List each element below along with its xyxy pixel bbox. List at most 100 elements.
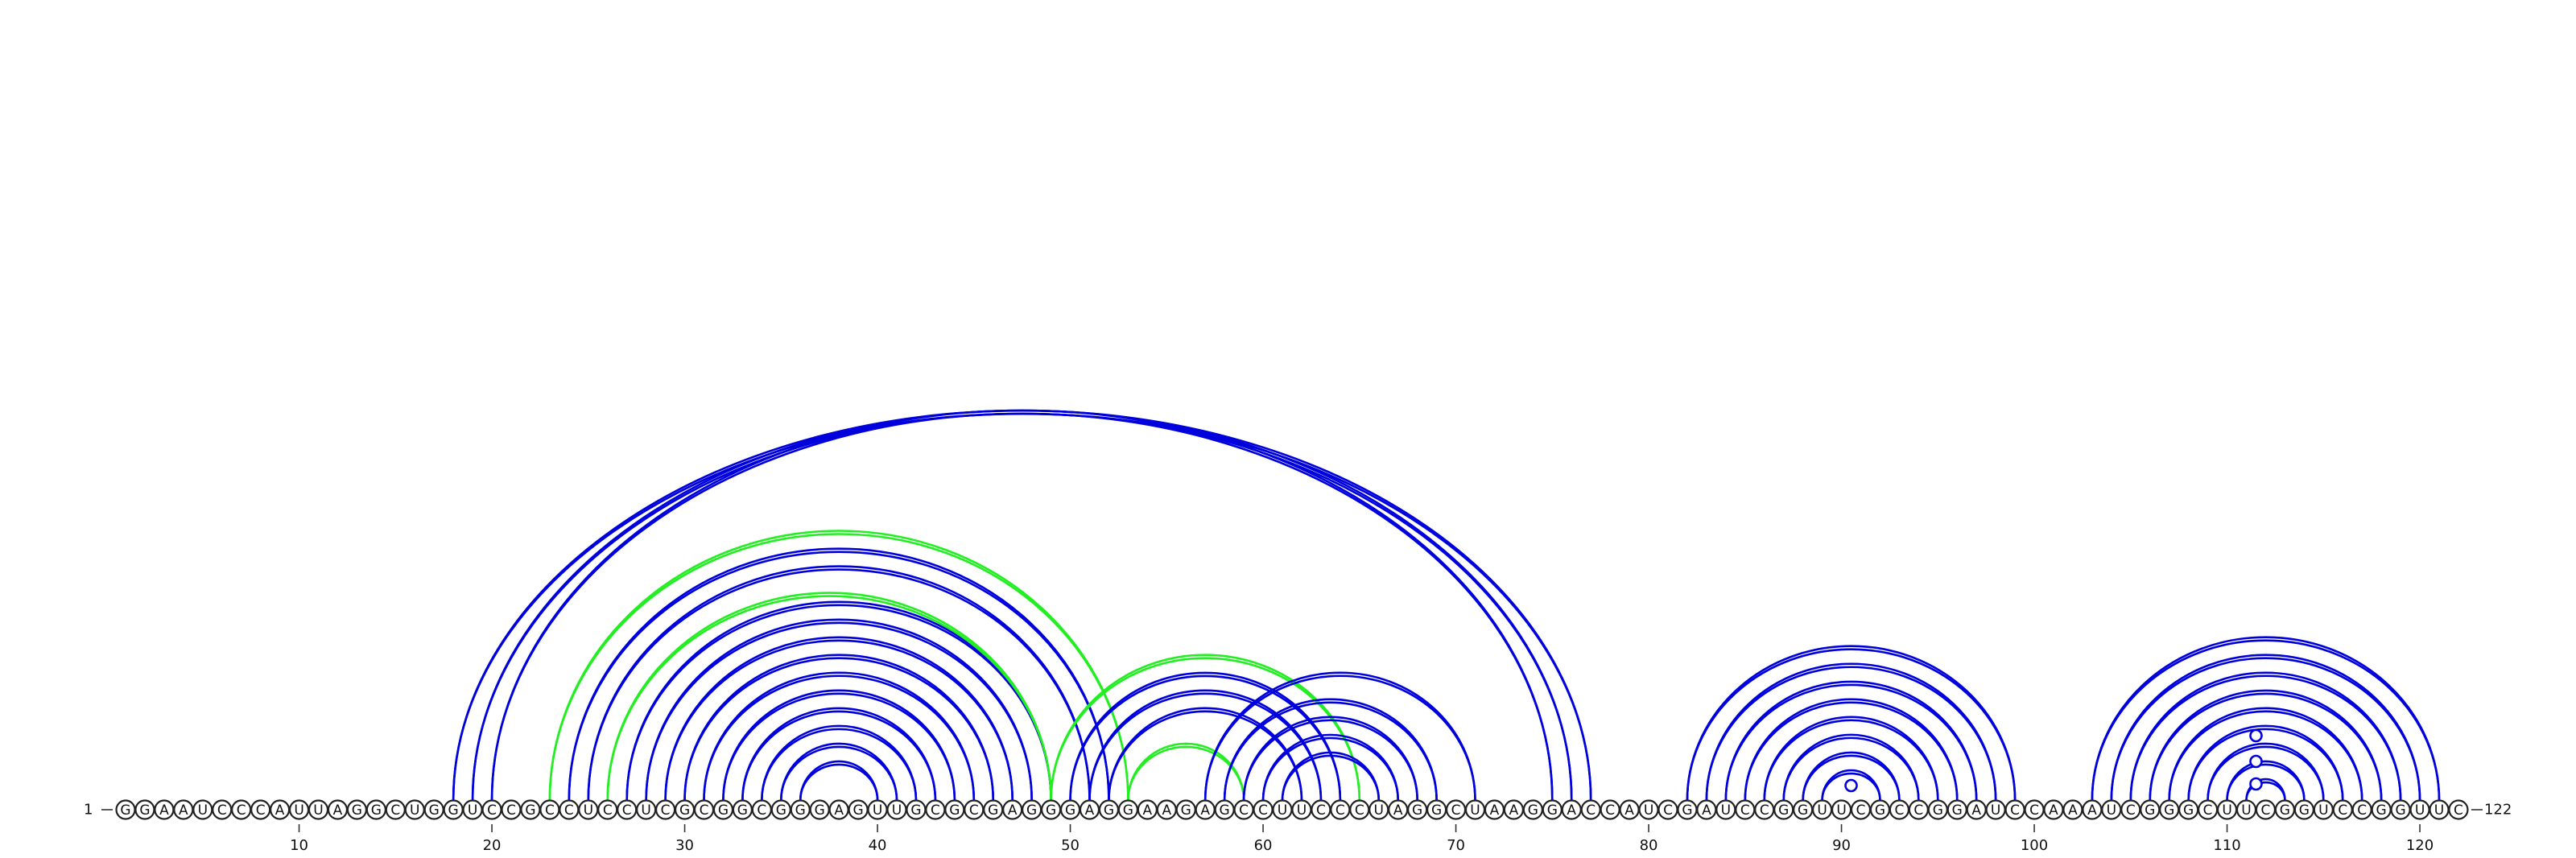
nucleotide: G	[1175, 799, 1196, 820]
base-pair-arc	[1821, 769, 1881, 801]
base-pair-arc	[2187, 724, 2344, 801]
nucleotide: G	[134, 799, 155, 820]
nucleotide: G	[2140, 799, 2161, 820]
nucleotide-letter: C	[2010, 802, 2020, 819]
nucleotide: U	[1638, 799, 1659, 820]
nucleotide-letter: C	[506, 802, 516, 819]
base-pair-arc	[625, 600, 1052, 801]
nucleotide-letter: C	[700, 802, 709, 819]
nucleotide: G	[1869, 799, 1891, 820]
nucleotide: G	[848, 799, 869, 820]
base-pair-arc	[780, 745, 898, 801]
nucleotide-letter: C	[545, 802, 555, 819]
tick-label: 20	[483, 837, 502, 854]
nucleotide: G	[115, 799, 136, 820]
nucleotide: G	[809, 799, 830, 820]
base-pair-arc	[1069, 671, 1342, 801]
nucleotide: C	[1889, 799, 1909, 820]
nucleotide-letter: U	[1470, 802, 1480, 819]
base-pair-arc	[2226, 760, 2306, 801]
nucleotide-letter: C	[1239, 802, 1249, 819]
nucleotide-letter: U	[2434, 802, 2444, 819]
nucleotide-letter: G	[2280, 802, 2290, 819]
nucleotide: A	[2062, 799, 2083, 820]
nucleotide-letter: A	[179, 802, 188, 819]
nucleotide: C	[2198, 799, 2219, 820]
nucleotide-letter: G	[139, 802, 150, 819]
nucleotide-letter: G	[988, 802, 998, 819]
nucleotide-letter: A	[2068, 802, 2078, 819]
base-pair-arc	[1050, 654, 1361, 801]
nucleotide: C	[559, 799, 580, 820]
nucleotide-letter: U	[892, 802, 902, 819]
nucleotide: G	[423, 799, 444, 820]
nucleotide: C	[2004, 799, 2025, 820]
nucleotide-letter: C	[390, 802, 400, 819]
nucleotide: U	[1291, 799, 1312, 820]
nucleotide: U	[308, 799, 329, 820]
nucleotide: G	[1677, 799, 1698, 820]
nucleotide-letter: C	[217, 802, 227, 819]
nucleotide-letter: U	[1991, 802, 2000, 819]
base-pair-arc	[703, 671, 976, 801]
nucleotide-letter: C	[603, 802, 613, 819]
nucleotide: C	[231, 799, 252, 820]
base-pair-arc	[2207, 745, 2325, 801]
arc-group-3	[548, 530, 1361, 801]
nucleotide-letter: C	[1894, 802, 1904, 819]
nucleotide-letter: C	[661, 802, 671, 819]
nucleotide: G	[1098, 799, 1120, 820]
base-pair-arc	[2149, 689, 2383, 801]
nucleotide: C	[654, 799, 676, 820]
nucleotide: U	[1368, 799, 1389, 820]
nucleotide: U	[288, 799, 310, 820]
base-pair-arc	[548, 533, 1129, 801]
nucleotide: A	[1503, 799, 1525, 820]
nucleotide-letter: C	[1605, 802, 1615, 819]
nucleotide: A	[154, 799, 175, 820]
nucleotide-letter: A	[1008, 802, 1018, 819]
nucleotide-letter: C	[2261, 802, 2271, 819]
base-pair-arc	[606, 592, 1052, 801]
base-pair-arc	[2091, 636, 2441, 801]
nucleotide-letter: G	[718, 802, 729, 819]
nucleotide: G	[944, 799, 965, 820]
nucleotide: C	[964, 799, 985, 820]
nucleotide: A	[2043, 799, 2064, 820]
nucleotide: A	[270, 799, 291, 820]
nucleotide: C	[385, 799, 406, 820]
nucleotide-letter: C	[1258, 802, 1268, 819]
nucleotide: A	[1561, 799, 1582, 820]
nucleotide-letter: G	[1682, 802, 1692, 819]
nucleotide-letter: G	[1431, 802, 1442, 819]
base-pair-arc	[2168, 710, 2363, 801]
nucleotide-letter: A	[1971, 802, 1981, 819]
nucleotide: C	[1908, 799, 1929, 820]
tick-label: 110	[2213, 837, 2240, 854]
nucleotide: G	[2159, 799, 2180, 820]
base-pair-arc	[683, 654, 995, 801]
base-pair-arc	[722, 689, 956, 801]
nucleotide-letter: G	[1547, 802, 1558, 819]
nucleotide-letter: U	[1374, 802, 1384, 819]
nucleotide-letter: A	[1624, 802, 1634, 819]
base-pair-arcs	[452, 409, 2441, 801]
nucleotide: A	[173, 799, 194, 820]
hairpin-loop-marker	[2249, 777, 2263, 791]
base-pair-arc	[1281, 751, 1381, 801]
nucleotide-letter: A	[159, 802, 169, 819]
nucleotide: G	[674, 799, 696, 820]
nucleotide: G	[1059, 799, 1081, 820]
nucleotide-letter: G	[2376, 802, 2387, 819]
nucleotide: G	[1793, 799, 1814, 820]
tick-label: 90	[1832, 837, 1851, 854]
nucleotide: C	[1311, 799, 1331, 820]
nucleotide-letter: A	[834, 802, 844, 819]
nucleotide-letter: U	[1297, 802, 1307, 819]
nucleotide: U	[1272, 799, 1293, 820]
nucleotide: U	[2216, 799, 2238, 820]
nucleotide: C	[501, 799, 522, 820]
nucleotide: C	[1735, 799, 1756, 820]
